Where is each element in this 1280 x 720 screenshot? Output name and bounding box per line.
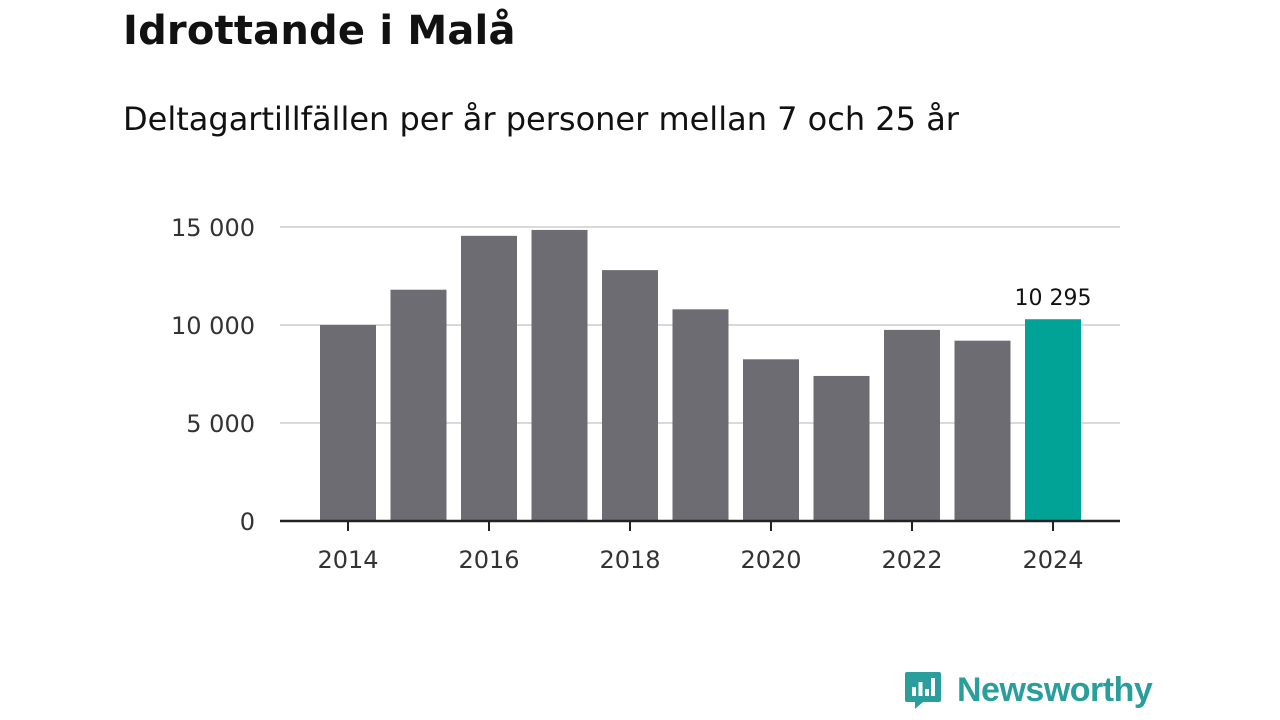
bar-2019: [672, 309, 729, 521]
y-axis-ticks: 0 5 000 10 000 15 000: [171, 214, 255, 536]
bars: [320, 229, 1081, 521]
x-tick-label: 2014: [317, 546, 378, 574]
bar-2020: [743, 359, 799, 521]
y-tick-label: 15 000: [171, 214, 255, 242]
bar-2017: [531, 229, 588, 521]
bar-2018: [602, 270, 658, 521]
bar-2016: [461, 235, 517, 521]
bar-2014: [320, 325, 376, 521]
x-tick-label: 2020: [740, 546, 801, 574]
brand-logo: Newsworthy: [903, 670, 1153, 710]
bar-2022: [884, 329, 940, 521]
bar-2024: [1025, 319, 1081, 521]
x-tick-label: 2022: [881, 546, 942, 574]
y-tick-label: 5 000: [186, 410, 255, 438]
x-axis-ticks: 2014 2016 2018 2020 2022 2024: [317, 521, 1084, 574]
bar-2015: [390, 289, 447, 521]
data-labels: 10 295: [1015, 286, 1092, 311]
x-tick-label: 2016: [458, 546, 519, 574]
bar-2021: [813, 375, 870, 521]
x-tick-label: 2024: [1022, 546, 1083, 574]
bar-2023: [954, 340, 1011, 521]
chart-subtitle: Deltagartillfällen per år personer mella…: [123, 100, 959, 138]
y-tick-label: 0: [240, 508, 255, 536]
y-tick-label: 10 000: [171, 312, 255, 340]
chart-title: Idrottande i Malå: [123, 8, 516, 54]
newsworthy-logo-icon: [905, 672, 941, 709]
x-tick-label: 2018: [599, 546, 660, 574]
highlight-value-label: 10 295: [1015, 286, 1092, 311]
brand-name: Newsworthy: [957, 670, 1153, 709]
